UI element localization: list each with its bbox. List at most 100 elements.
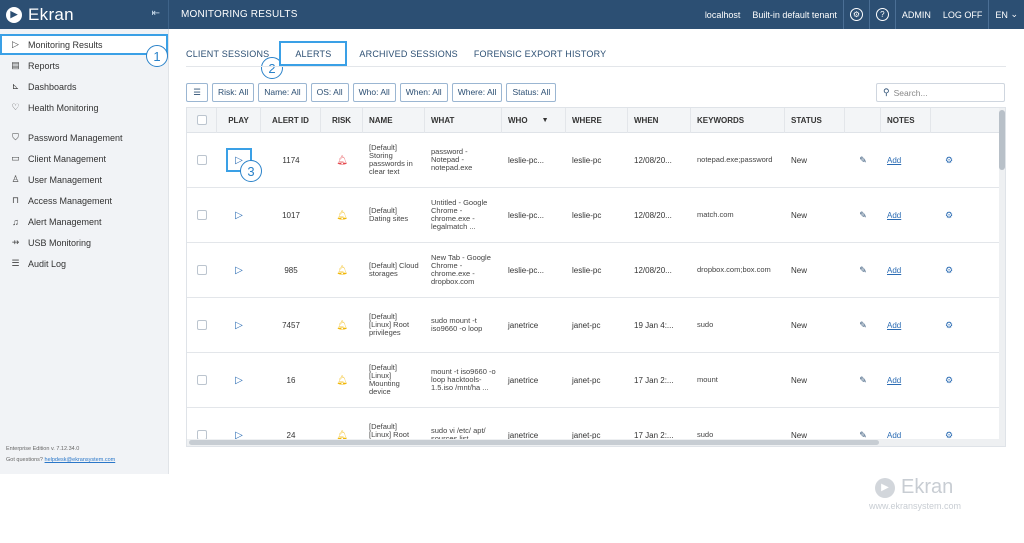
sidebar-item-client-management[interactable]: ▭ Client Management (0, 148, 168, 169)
tab-forensic-export-history[interactable]: FORENSIC EXPORT HISTORY (473, 48, 607, 59)
gear-icon[interactable]: ⚙ (944, 429, 954, 440)
add-note-link[interactable]: Add (887, 210, 902, 220)
chevron-down-icon: ⌄ (1010, 9, 1018, 19)
play-icon[interactable]: ▷ (235, 374, 243, 386)
gear-icon[interactable]: ⚙ (944, 319, 954, 330)
notes-cell: Add (881, 321, 931, 330)
header-play: PLAY (217, 108, 261, 133)
sidebar-item-access-management[interactable]: ⊓ Access Management (0, 190, 168, 211)
settings-button[interactable]: ⚙ (842, 0, 869, 29)
row-checkbox[interactable] (197, 210, 207, 220)
table-row[interactable]: ▷ 16 🔔︎ [Default] [Linux] Mounting device mo… (187, 353, 1005, 408)
column-settings-button[interactable]: ☰ (186, 82, 208, 102)
filter-where[interactable]: Where: All (451, 82, 503, 102)
header-where[interactable]: WHERE (566, 108, 628, 133)
select-all-checkbox-cell (187, 108, 217, 133)
row-checkbox-cell (187, 155, 217, 165)
header-who[interactable]: WHO ▼ (502, 108, 566, 133)
table-row[interactable]: ▷ 1017 🔔︎ [Default] Dating sites Untitled - … (187, 188, 1005, 243)
filter-os[interactable]: OS: All (310, 82, 349, 102)
alert-where: janet-pc (572, 375, 601, 385)
top-right-bar: localhost Built-in default tenant ⚙ ? AD… (699, 0, 1024, 29)
table-row[interactable]: ▷ 985 🔔︎ [Default] Cloud storages New Tab - … (187, 243, 1005, 298)
sidebar-item-monitoring-results[interactable]: ▷ Monitoring Results (0, 34, 168, 55)
helpdesk-email-link[interactable]: helpdesk@ekransystem.com (44, 457, 116, 463)
filter-name[interactable]: Name: All (258, 82, 307, 102)
pencil-icon[interactable]: ✎ (859, 264, 867, 275)
header-keywords[interactable]: KEYWORDS (691, 108, 785, 133)
pencil-icon[interactable]: ✎ (859, 319, 867, 330)
vertical-scroll-thumb[interactable] (999, 110, 1005, 170)
tenant-name[interactable]: Built-in default tenant (752, 9, 837, 20)
add-note-link[interactable]: Add (887, 375, 902, 385)
header-alert-id[interactable]: ALERT ID (261, 108, 321, 133)
add-note-link[interactable]: Add (887, 155, 902, 165)
row-checkbox[interactable] (197, 155, 207, 165)
pencil-icon[interactable]: ✎ (859, 374, 867, 385)
alert-when: 17 Jan 2:... (634, 375, 674, 385)
ekran-watermark-icon: ▶ (875, 477, 895, 498)
select-all-checkbox[interactable] (196, 115, 207, 125)
tab-client-sessions[interactable]: CLIENT SESSIONS (186, 48, 270, 59)
play-icon[interactable]: ▷ (235, 264, 243, 276)
sidebar-item-password-management[interactable]: ⛉ Password Management (0, 127, 168, 148)
table-header: PLAY ALERT ID RISK NAME WHAT WHO ▼ WHERE … (187, 108, 1005, 133)
filter-when[interactable]: When: All (399, 82, 448, 102)
table-row[interactable]: ▷ 7457 🔔︎ [Default] [Linux] Root privileges… (187, 298, 1005, 353)
sidebar-item-dashboards[interactable]: ⊾ Dashboards (0, 76, 168, 97)
vertical-scrollbar[interactable] (999, 108, 1005, 446)
notes-cell: Add (881, 211, 931, 220)
row-checkbox[interactable] (197, 265, 207, 275)
row-checkbox[interactable] (197, 320, 207, 330)
edit-cell: ✎ (845, 155, 881, 166)
logoff-button[interactable]: LOG OFF (942, 9, 983, 20)
gear-icon[interactable]: ⚙ (944, 264, 954, 275)
row-checkbox[interactable] (197, 375, 207, 385)
add-note-link[interactable]: Add (887, 320, 902, 330)
header-status[interactable]: STATUS (785, 108, 845, 133)
add-note-link[interactable]: Add (887, 430, 902, 440)
play-icon[interactable]: ▷ (235, 429, 243, 441)
header-what[interactable]: WHAT (425, 108, 502, 133)
help-button[interactable]: ? (868, 0, 895, 29)
risk-cell: 🔔︎ (321, 155, 363, 166)
admin-menu[interactable]: ADMIN (894, 0, 937, 29)
alert-keywords: sudo (697, 321, 714, 329)
sidebar-item-user-management[interactable]: ♙ User Management (0, 169, 168, 190)
gear-icon[interactable]: ⚙ (944, 374, 954, 385)
gear-icon[interactable]: ⚙ (944, 154, 954, 165)
add-note-link[interactable]: Add (887, 265, 902, 275)
sidebar-item-reports[interactable]: ▤ Reports (0, 55, 168, 76)
table-row[interactable]: ▷ 1174 🔔︎ [Default] Storing passwords in cl… (187, 133, 1005, 188)
play-icon[interactable]: ▷ (235, 319, 243, 331)
sidebar-item-health-monitoring[interactable]: ♡ Health Monitoring (0, 97, 168, 118)
sidebar-item-alert-management[interactable]: ♫ Alert Management (0, 211, 168, 232)
callout-1: 1 (146, 45, 168, 67)
horizontal-scroll-thumb[interactable] (189, 440, 879, 445)
tab-alerts[interactable]: ALERTS (279, 41, 348, 66)
sidebar-item-label: Access Management (28, 195, 113, 206)
collapse-sidebar-icon[interactable]: ⇤ (151, 8, 160, 19)
search-input[interactable]: ⚲ Search... (876, 83, 1005, 102)
sidebar-item-label: Audit Log (28, 258, 67, 269)
header-when[interactable]: WHEN (628, 108, 691, 133)
sidebar: ▷ Monitoring Results ▤ Reports ⊾ Dashboards… (0, 29, 169, 474)
search-icon: ⚲ (883, 87, 890, 97)
header-risk[interactable]: RISK (321, 108, 363, 133)
filter-risk[interactable]: Risk: All (212, 82, 255, 102)
sidebar-item-usb-monitoring[interactable]: ⇸ USB Monitoring (0, 232, 168, 253)
filter-who[interactable]: Who: All (352, 82, 396, 102)
pencil-icon[interactable]: ✎ (859, 429, 867, 440)
language-select[interactable]: EN ⌄ (988, 0, 1024, 29)
pencil-icon[interactable]: ✎ (859, 154, 867, 165)
tab-archived-sessions[interactable]: ARCHIVED SESSIONS (359, 48, 458, 59)
sidebar-item-audit-log[interactable]: ☰ Audit Log (0, 253, 168, 274)
alert-who: janetrice (508, 375, 539, 385)
header-name[interactable]: NAME (363, 108, 425, 133)
alert-name: [Default] Dating sites (369, 207, 409, 223)
play-icon[interactable]: ▷ (235, 209, 243, 221)
pencil-icon[interactable]: ✎ (859, 209, 867, 220)
filter-status[interactable]: Status: All (506, 82, 557, 102)
gear-icon[interactable]: ⚙ (944, 209, 954, 220)
horizontal-scrollbar[interactable] (187, 439, 1005, 446)
